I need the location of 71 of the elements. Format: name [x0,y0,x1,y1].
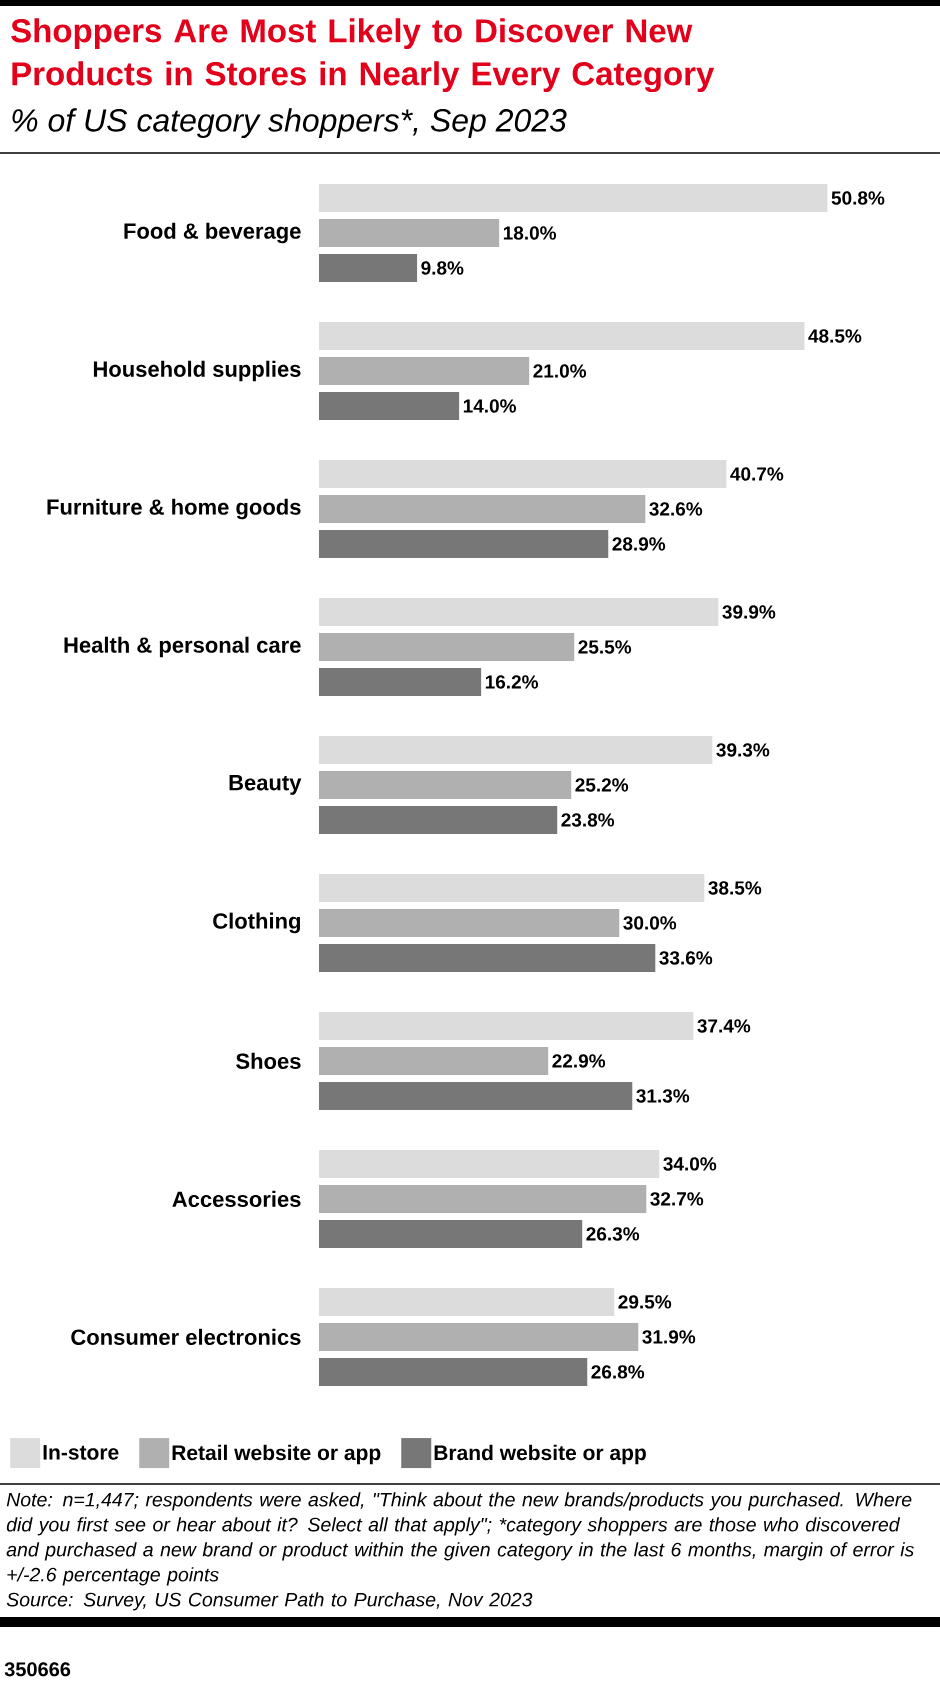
bar [318,1046,549,1075]
bar [318,873,705,902]
legend-label: In-store [43,1445,119,1460]
bar [318,908,620,937]
bar [318,943,656,972]
data-label: 22.9% [552,1054,606,1068]
data-label: 16.2% [485,675,539,689]
data-label: 34.0% [663,1157,717,1171]
legend-label: Retail website or app [172,1444,381,1465]
data-label: 31.9% [642,1330,696,1344]
data-label: 9.8% [421,261,464,275]
bar [318,735,713,764]
y-tick-label: Accessories [172,1190,301,1207]
text: 350666 [4,1662,71,1677]
legend-label: Brand website or app [434,1444,646,1465]
data-label: 26.3% [586,1227,640,1241]
bar [318,322,805,350]
data-label: 38.5% [708,881,762,895]
chart-title: Shoppers Are Most Likely to Discover New Products in Stores in Nearly Every Category [11,18,715,93]
bar [318,254,418,283]
data-label: 37.4% [697,1019,751,1033]
bar [318,1287,615,1316]
text: Note: n=1,447; respondents were asked, "Think about the new brands/products you purchased. Where did you first see or hear about it? Select all that apply"; *category shoppers are those who discovered and purchased a new brand or product within the given category in the last 6 months, margin of error is +/-2.6 percentage points [6,1492,914,1586]
data-label: 18.0% [503,226,557,240]
y-tick-label: Clothing [213,912,300,934]
data-label: 29.5% [618,1295,672,1309]
y-tick-label: Consumer electronics [71,1328,301,1345]
data-label: 50.8% [831,191,885,205]
bar [318,391,460,420]
y-tick-label: Shoes [236,1052,301,1069]
bar [318,1219,583,1248]
data-label: 48.5% [808,329,862,343]
data-label: 31.3% [636,1089,690,1103]
bar [318,632,575,661]
bar [318,1357,588,1386]
data-label: 28.9% [612,537,666,551]
data-label: 14.0% [463,399,517,413]
bar [318,1149,660,1178]
source-note: Source: Survey, US Consumer Path to Purchase, Nov 2023 [6,1592,533,1611]
bar [318,770,572,799]
bar [318,1081,633,1110]
bar [318,1322,639,1351]
y-tick-label: Health & personal care [64,636,301,658]
data-label: 25.5% [578,640,632,654]
y-tick-label: Beauty [229,775,302,795]
bar [318,805,558,834]
bar [318,459,727,488]
bar [318,667,482,696]
bar [318,597,719,626]
bar [318,529,609,558]
data-label: 39.3% [716,743,770,757]
data-label: 21.0% [533,364,587,378]
data-label: 32.6% [649,502,703,516]
data-label: 33.6% [659,951,713,965]
bar [318,494,646,523]
chart-subtitle: % of US category shoppers*, Sep 2023 [12,108,567,139]
bar [318,1011,694,1040]
y-tick-label: Food & beverage [124,222,301,244]
bar [318,1184,647,1213]
data-label: 32.7% [650,1192,704,1206]
data-label: 40.7% [730,467,784,481]
bar [318,219,500,248]
y-tick-label: Furniture & home goods [47,498,301,520]
data-label: 25.2% [575,778,629,792]
data-label: 26.8% [591,1365,645,1379]
bar [318,184,828,213]
data-label: 39.9% [722,605,776,619]
data-label: 30.0% [623,916,677,930]
bar [318,356,530,385]
y-tick-label: Household supplies [93,360,301,382]
data-label: 23.8% [561,813,615,827]
